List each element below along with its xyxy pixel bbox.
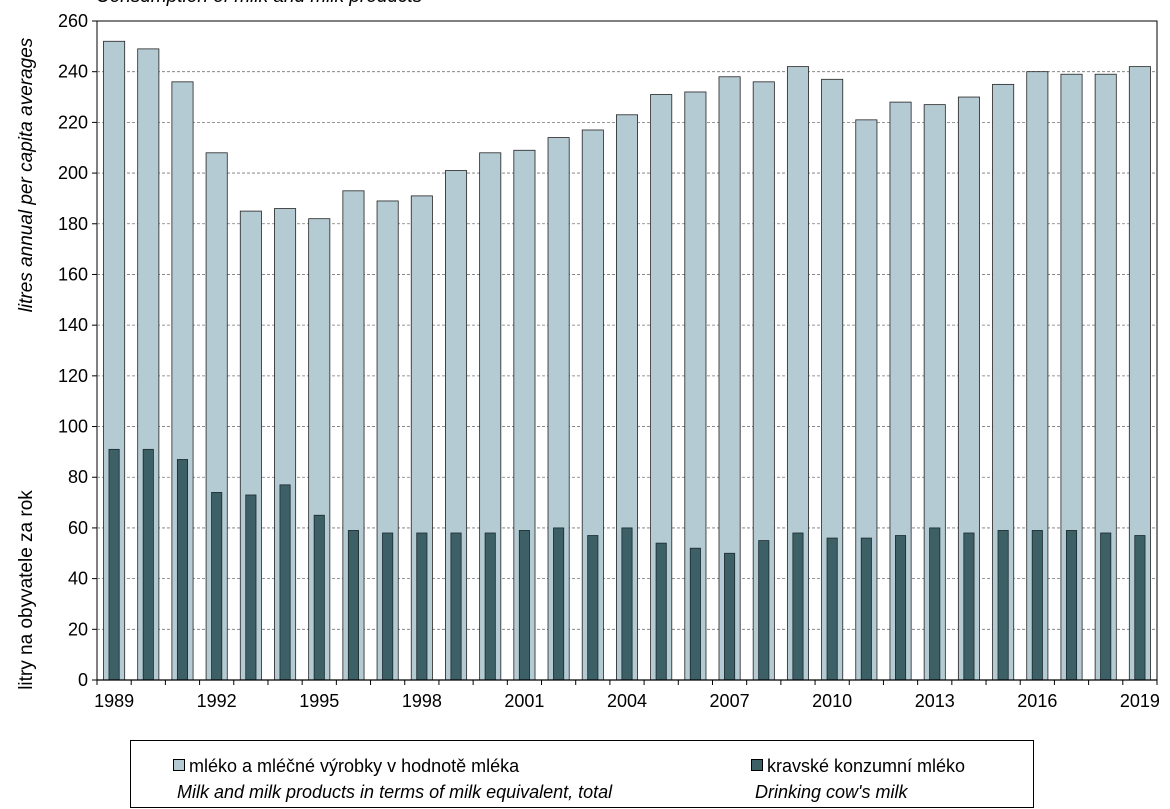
bar-drinking-2000 <box>484 532 496 681</box>
y-tick-label: 160 <box>58 264 88 284</box>
y-tick-label: 80 <box>68 467 88 487</box>
bar-drinking-2019 <box>1134 535 1146 681</box>
bar-drinking-2001 <box>518 530 530 681</box>
bar-drinking-2016 <box>1031 530 1043 681</box>
chart-subtitle: Consumption of milk and milk products <box>96 0 422 8</box>
bar-drinking-1994 <box>279 484 291 681</box>
bar-drinking-1997 <box>382 532 394 681</box>
bar-drinking-2008 <box>758 540 770 681</box>
bar-drinking-2007 <box>724 552 736 681</box>
x-tick-label: 2004 <box>607 691 647 711</box>
y-tick-label: 140 <box>58 315 88 335</box>
bar-drinking-2014 <box>963 532 975 681</box>
x-tick-label: 2001 <box>504 691 544 711</box>
y-axis-label-english: litres annual per capita averages <box>16 37 37 313</box>
y-tick-label: 180 <box>58 214 88 234</box>
bar-drinking-2018 <box>1100 532 1112 681</box>
bar-drinking-2003 <box>587 535 599 681</box>
y-tick-label: 220 <box>58 112 88 132</box>
bar-drinking-2009 <box>792 532 804 681</box>
y-axis-label-czech: litry na obyvatele za rok <box>16 490 37 690</box>
legend-swatch-total <box>173 759 185 771</box>
x-tick-label: 2010 <box>812 691 852 711</box>
legend-swatch-drinking <box>751 759 763 771</box>
bar-drinking-1999 <box>450 532 462 681</box>
legend-label-drinking-en: Drinking cow's milk <box>755 782 908 802</box>
legend-label-drinking: kravské konzumní mléko <box>767 756 966 776</box>
bar-drinking-1992 <box>211 492 223 681</box>
x-tick-label: 2013 <box>915 691 955 711</box>
chart-legend: mléko a mléčné výrobky v hodnotě mléka M… <box>130 740 1034 808</box>
y-tick-label: 200 <box>58 163 88 183</box>
legend-item-total: mléko a mléčné výrobky v hodnotě mléka <box>173 756 519 777</box>
bar-drinking-1993 <box>245 494 257 681</box>
bar-drinking-1998 <box>416 532 428 681</box>
x-tick-label: 1995 <box>299 691 339 711</box>
bar-drinking-2005 <box>655 542 667 681</box>
y-tick-label: 100 <box>58 417 88 437</box>
x-tick-label: 2016 <box>1017 691 1057 711</box>
bar-drinking-1991 <box>176 459 189 681</box>
bar-chart: 0 20 40 60 80 100 120 140 160 180 200 220 240 260 1989… <box>58 11 1160 711</box>
x-tick-label: 2019 <box>1120 691 1160 711</box>
bar-drinking-2004 <box>621 527 633 681</box>
x-tick-label: 1992 <box>197 691 237 711</box>
legend-label-total-en: Milk and milk products in terms of milk … <box>177 782 613 802</box>
bar-drinking-2006 <box>689 547 701 681</box>
bar-drinking-1995 <box>313 514 325 681</box>
y-tick-label: 0 <box>78 670 88 690</box>
x-tick-label: 1998 <box>402 691 442 711</box>
y-tick-label: 60 <box>68 518 88 538</box>
bar-drinking-1996 <box>347 530 359 681</box>
x-tick-label: 2007 <box>710 691 750 711</box>
bar-drinking-1990 <box>142 448 154 681</box>
y-tick-label: 20 <box>68 619 88 639</box>
y-tick-label: 120 <box>58 366 88 386</box>
bar-drinking-2002 <box>553 527 565 681</box>
y-tick-label: 40 <box>68 569 88 589</box>
x-tick-label: 1989 <box>94 691 134 711</box>
bar-drinking-2015 <box>997 530 1009 681</box>
bar-drinking-2010 <box>826 537 838 681</box>
bar-drinking-2017 <box>1065 530 1078 681</box>
bar-drinking-2013 <box>929 527 941 681</box>
bar-drinking-2011 <box>860 537 872 681</box>
legend-label-total: mléko a mléčné výrobky v hodnotě mléka <box>189 756 520 776</box>
y-tick-label: 260 <box>58 11 88 31</box>
y-tick-label: 240 <box>58 62 88 82</box>
bar-drinking-2012 <box>895 535 907 681</box>
legend-item-drinking: kravské konzumní mléko <box>751 756 965 777</box>
bar-drinking-1989 <box>108 448 120 681</box>
